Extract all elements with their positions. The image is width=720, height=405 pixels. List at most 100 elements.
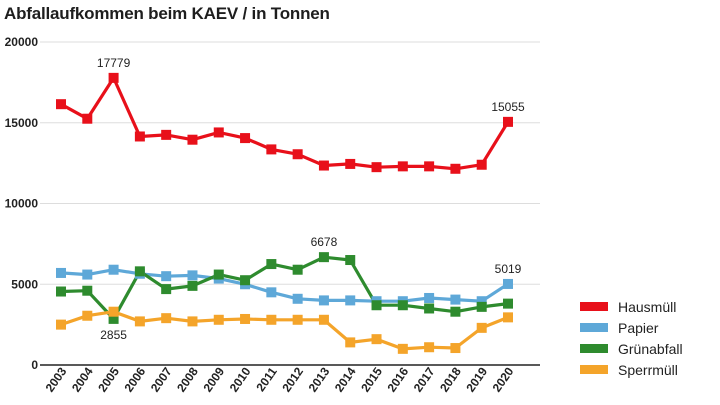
x-tick-label: 2006: [122, 364, 149, 394]
data-label: 15055: [491, 100, 525, 114]
data-point: [266, 259, 277, 270]
data-point: [240, 313, 251, 324]
data-point: [292, 264, 303, 275]
x-tick-label: 2017: [411, 364, 438, 394]
legend-swatch-papier: [580, 323, 608, 332]
data-point: [161, 313, 172, 324]
data-point: [397, 161, 408, 172]
x-axis-tick-labels: 2003 2004 2005 2006 2007 2008 2009 2010 2011 2012…: [43, 364, 517, 394]
data-point: [345, 255, 356, 266]
data-point: [187, 270, 198, 281]
data-point: [187, 134, 198, 145]
x-tick-label: 2008: [174, 364, 201, 394]
legend-swatch-sperrmuell: [580, 365, 608, 374]
data-point: [266, 314, 277, 325]
data-point: [213, 127, 224, 138]
data-point: [56, 286, 66, 297]
legend-item[interactable]: Papier: [580, 317, 683, 338]
x-tick-label: 2004: [69, 364, 96, 394]
data-point: [82, 310, 93, 321]
data-point: [318, 295, 329, 306]
data-point: [345, 158, 356, 169]
data-point: [397, 300, 408, 311]
legend-swatch-gruenabfall: [580, 344, 608, 353]
data-point: [450, 163, 461, 174]
data-point: [345, 337, 356, 348]
y-tick-label: 10000: [5, 197, 39, 211]
x-tick-label: 2009: [200, 364, 227, 394]
data-point: [161, 271, 172, 282]
data-point: [318, 252, 329, 263]
x-tick-label: 2018: [437, 364, 464, 394]
data-point: [371, 162, 382, 173]
series-line-3: [60, 310, 509, 351]
data-point: [266, 144, 277, 155]
data-point: [213, 314, 224, 325]
x-tick-label: 2020: [490, 364, 517, 394]
legend-label: Papier: [618, 319, 659, 336]
data-point: [161, 284, 172, 295]
x-tick-label: 2003: [43, 364, 70, 394]
x-tick-label: 2005: [95, 364, 122, 394]
data-point: [82, 285, 93, 296]
data-point: [503, 298, 513, 309]
data-point: [450, 343, 461, 354]
legend-label: Hausmüll: [618, 298, 677, 315]
series-line-2: [60, 255, 509, 321]
series-line-0: [60, 76, 510, 171]
data-point: [371, 334, 382, 345]
data-point: [108, 313, 119, 324]
data-point: [56, 99, 66, 110]
legend-item[interactable]: Grünabfall: [580, 338, 683, 359]
y-tick-label: 5000: [11, 277, 38, 291]
x-tick-label: 2015: [358, 364, 385, 394]
series-line-1: [60, 268, 509, 303]
data-point: [371, 300, 382, 311]
legend-label: Sperrmüll: [618, 361, 678, 378]
data-point: [266, 287, 277, 298]
data-point: [450, 306, 461, 317]
data-point: [424, 292, 435, 303]
data-point: [292, 314, 303, 325]
data-point: [476, 296, 487, 307]
data-point: [82, 269, 93, 280]
x-tick-label: 2010: [227, 364, 254, 394]
data-point: [476, 322, 487, 333]
data-point: [56, 267, 66, 278]
data-point: [134, 131, 145, 142]
y-tick-label: 15000: [5, 116, 39, 130]
y-tick-label: 20000: [5, 35, 39, 49]
data-point: [318, 160, 329, 171]
x-tick-label: 2014: [332, 364, 359, 394]
data-point: [56, 319, 66, 330]
x-tick-label: 2011: [253, 364, 280, 394]
x-tick-label: 2016: [384, 364, 411, 394]
data-point: [187, 316, 198, 327]
data-point: [82, 113, 93, 124]
data-point: [503, 278, 513, 289]
data-point: [108, 72, 119, 83]
data-point: [292, 293, 303, 304]
data-point: [108, 264, 119, 275]
x-tick-label: 2012: [279, 364, 306, 394]
data-point: [476, 159, 487, 170]
data-point: [108, 306, 119, 317]
data-point: [450, 294, 461, 305]
chart-title: Abfallaufkommen beim KAEV / in Tonnen: [4, 4, 330, 23]
series-lines: [60, 76, 510, 351]
data-point: [318, 314, 329, 325]
legend-item[interactable]: Sperrmüll: [580, 359, 683, 380]
data-point: [476, 301, 487, 312]
data-point: [424, 161, 435, 172]
y-tick-label: 0: [31, 358, 38, 372]
data-label: 6678: [311, 235, 338, 249]
data-label: 17779: [97, 56, 131, 70]
data-point: [187, 280, 198, 291]
y-gridlines: [40, 41, 540, 285]
data-label: 2855: [100, 328, 127, 342]
data-point: [503, 116, 513, 127]
legend-label: Grünabfall: [618, 340, 683, 357]
legend-item[interactable]: Hausmüll: [580, 296, 683, 317]
x-tick-label: 2013: [306, 364, 333, 394]
